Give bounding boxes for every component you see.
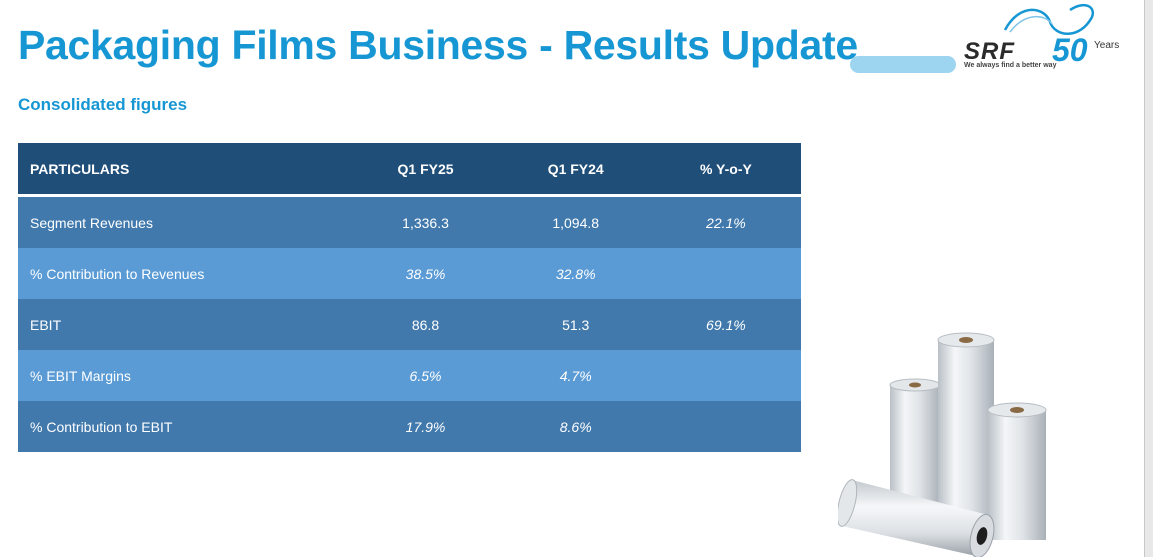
cell-yoy <box>650 401 801 452</box>
film-rolls-image <box>838 332 1047 557</box>
header-particulars: PARTICULARS <box>18 143 351 197</box>
table-row: Segment Revenues 1,336.3 1,094.8 22.1% <box>18 195 801 248</box>
cell-q1fy25: 86.8 <box>350 299 501 350</box>
logo-tagline: We always find a better way <box>964 62 1057 69</box>
table-row: EBIT 86.8 51.3 69.1% <box>18 299 801 350</box>
table-row: % Contribution to EBIT 17.9% 8.6% <box>18 401 801 452</box>
table-row: % EBIT Margins 6.5% 4.7% <box>18 350 801 401</box>
cell-yoy: 69.1% <box>650 299 801 350</box>
cell-yoy: 22.1% <box>650 195 801 248</box>
header-yoy: % Y-o-Y <box>650 143 801 197</box>
cell-q1fy24: 1,094.8 <box>500 195 651 248</box>
logo-swoosh-icon <box>1003 3 1095 35</box>
cell-q1fy25: 17.9% <box>350 401 501 452</box>
results-table: PARTICULARS Q1 FY25 Q1 FY24 % Y-o-Y Segm… <box>18 143 801 452</box>
cell-yoy <box>650 350 801 401</box>
row-label: % EBIT Margins <box>18 350 351 401</box>
cell-q1fy25: 1,336.3 <box>350 195 501 248</box>
cell-q1fy25: 38.5% <box>350 248 501 299</box>
table-row: % Contribution to Revenues 38.5% 32.8% <box>18 248 801 299</box>
row-label: EBIT <box>18 299 351 350</box>
row-label: % Contribution to EBIT <box>18 401 351 452</box>
cell-q1fy24: 32.8% <box>500 248 651 299</box>
header-q1fy25: Q1 FY25 <box>350 143 501 197</box>
cell-q1fy24: 8.6% <box>500 401 651 452</box>
logo-text: SRF <box>964 38 1015 65</box>
table-header-row: PARTICULARS Q1 FY25 Q1 FY24 % Y-o-Y <box>18 143 801 197</box>
cell-q1fy24: 4.7% <box>500 350 651 401</box>
logo-number: 50 <box>1052 32 1088 68</box>
logo-years: Years <box>1094 40 1120 51</box>
row-label: % Contribution to Revenues <box>18 248 351 299</box>
cell-q1fy25: 6.5% <box>350 350 501 401</box>
header-q1fy24: Q1 FY24 <box>500 143 651 197</box>
cell-yoy <box>650 248 801 299</box>
title-accent-bar <box>850 56 956 73</box>
row-label: Segment Revenues <box>18 195 351 248</box>
viewer-edge <box>1144 0 1153 557</box>
page-title: Packaging Films Business - Results Updat… <box>18 22 858 68</box>
page-subtitle: Consolidated figures <box>18 95 188 114</box>
srf-logo: SRF 50 Years We always find a better way <box>960 2 1128 80</box>
cell-q1fy24: 51.3 <box>500 299 651 350</box>
